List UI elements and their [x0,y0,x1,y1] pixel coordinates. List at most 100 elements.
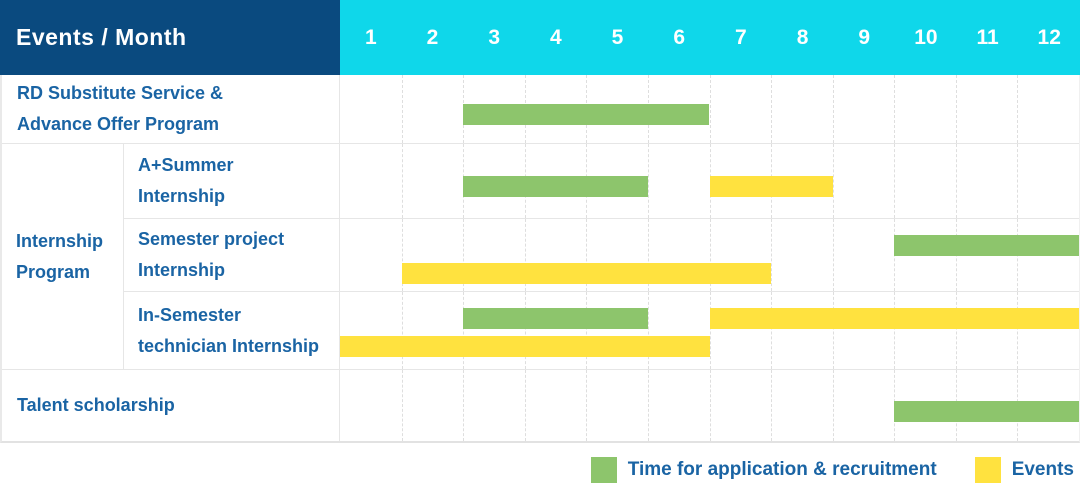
event-bar [709,176,833,197]
month-gridline [586,219,588,291]
month-gridline [709,370,711,441]
month-label: 8 [796,25,809,49]
row-label-line: Talent scholarship [17,395,175,415]
month-label: 5 [611,25,624,49]
month-gridline [524,370,526,441]
row-label-line: Internship [138,186,226,206]
month-gridline [955,75,957,143]
month-gridline [1017,75,1019,143]
legend-item: Events [974,457,1074,483]
month-gridline [709,219,711,291]
month-gridline [1017,292,1019,369]
page-title: Events / Month [16,24,187,50]
month-gridline [401,292,403,369]
gantt-row: In-Semester technician Internship [124,291,1079,369]
month-gridline [586,370,588,441]
legend-label: Events [1011,459,1074,480]
row-chart-area [340,75,1079,143]
internship-program-group: Internship Program A+Summer Internship Semes… [2,143,1079,369]
month-gridline [832,370,834,441]
header-title-cell: Events / Month [0,0,340,75]
row-label-line: Semester project [138,229,285,249]
month-label: 4 [550,25,562,49]
row-chart-area [340,219,1079,291]
month-gridline [955,292,957,369]
legend: Time for application & recruitment Events [0,443,1080,494]
application-bar [894,235,1079,256]
row-label-line: Advance Offer Program [17,114,220,134]
month-gridline [401,75,403,143]
month-gridline [771,75,773,143]
month-label: 3 [488,25,501,49]
event-bar [709,308,1079,329]
month-gridline [647,219,649,291]
gantt-row: RD Substitute Service & Advance Offer Pro… [2,75,1079,143]
month-gridline [771,370,773,441]
month-gridline [463,370,465,441]
month-gridline [894,292,896,369]
group-rows: A+Summer Internship Semester project Intern… [124,144,1079,369]
month-label: 12 [1037,25,1061,49]
month-gridline [709,75,711,143]
gantt-body: RD Substitute Service & Advance Offer Pro… [0,75,1080,443]
gantt-row: A+Summer Internship [124,144,1079,218]
month-gridline [894,75,896,143]
row-chart-area [340,370,1079,441]
application-bar [463,176,648,197]
group-label-line: Program [16,261,91,282]
row-label-line: RD Substitute Service & [17,83,224,103]
event-bar [340,336,710,357]
month-gridline [709,292,711,369]
row-label: Semester project Internship [124,219,340,291]
row-chart-area [340,144,1079,218]
legend-item: Time for application & recruitment [590,457,937,483]
gantt-row: Talent scholarship [2,369,1079,441]
month-gridline [463,292,465,369]
application-bar [463,308,648,329]
month-gridline [832,75,834,143]
month-gridline [647,292,649,369]
month-gridline [586,292,588,369]
group-label: Internship Program [2,144,124,369]
month-gridline [832,219,834,291]
month-gridline [894,144,896,218]
month-gridline [401,219,403,291]
month-gridline [771,219,773,291]
month-gridline [647,144,649,218]
row-label: RD Substitute Service & Advance Offer Pro… [2,75,340,143]
month-label: 6 [673,25,686,49]
row-label: In-Semester technician Internship [124,292,340,369]
month-gridline [1017,144,1019,218]
event-bar [401,263,772,284]
month-label: 11 [976,25,999,49]
month-label: 2 [426,25,439,49]
group-label-line: Internship [16,230,104,251]
row-label-line: technician Internship [138,335,320,356]
month-label: 1 [364,25,377,49]
month-gridline [955,144,957,218]
legend-label: Time for application & recruitment [627,459,937,480]
month-gridline [524,292,526,369]
month-label: 7 [735,25,747,49]
row-label: A+Summer Internship [124,144,340,218]
month-gridline [401,370,403,441]
row-label-line: Internship [138,260,226,280]
application-bar [894,400,1079,422]
row-label-line: In-Semester [138,304,242,325]
month-gridline [463,219,465,291]
month-gridline [524,219,526,291]
application-bar [463,104,710,125]
application-swatch [590,457,617,483]
event-swatch [974,457,1001,483]
month-gridline [647,370,649,441]
month-gridline [771,292,773,369]
month-gridline [832,292,834,369]
gantt-row: Semester project Internship [124,218,1079,291]
month-label: 9 [858,25,871,49]
row-label: Talent scholarship [2,370,340,441]
month-gridline [832,144,834,218]
row-chart-area [340,292,1079,369]
row-label-line: A+Summer [138,155,234,175]
month-gridline [401,144,403,218]
